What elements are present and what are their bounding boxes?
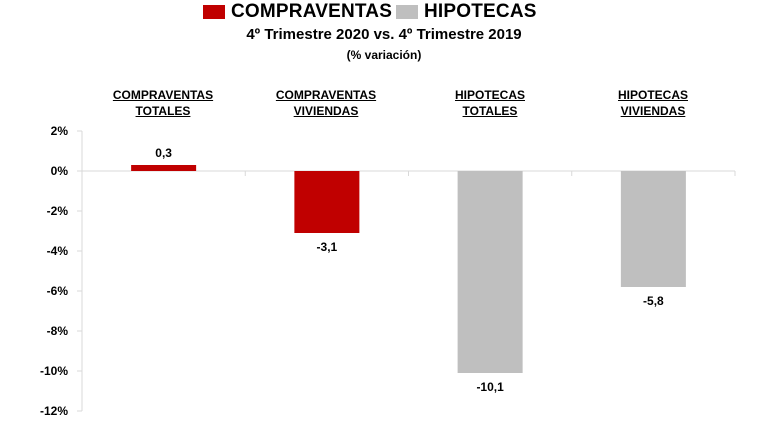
data-label: -5,8 [643, 294, 664, 308]
chart-title: 4º Trimestre 2020 vs. 4º Trimestre 2019 [246, 26, 522, 43]
category-header-line: COMPRAVENTAS [112, 88, 214, 102]
chart-subtitle: (% variación) [346, 48, 422, 62]
y-tick-label: -10% [40, 364, 68, 378]
category-header-line: VIVIENDAS [293, 104, 359, 118]
legend-swatch-compraventas [203, 5, 225, 19]
category-header-line: VIVIENDAS [620, 104, 686, 118]
data-label: -10,1 [476, 380, 504, 394]
bar [294, 171, 360, 233]
legend-label-hipotecas: HIPOTECAS [424, 1, 537, 22]
y-tick-label: 2% [51, 124, 69, 138]
legend-item-hipotecas: HIPOTECAS [396, 1, 537, 23]
legend-item-compraventas: COMPRAVENTAS [203, 1, 392, 23]
chart-legend: COMPRAVENTAS HIPOTECAS [0, 0, 768, 24]
y-tick-label: -2% [47, 204, 69, 218]
category-header-line: HIPOTECAS [454, 88, 525, 102]
category-header-hipotecas-totales: HIPOTECAS TOTALES [415, 87, 565, 119]
category-header-line: HIPOTECAS [617, 88, 688, 102]
category-header-compraventas-viviendas: COMPRAVENTAS VIVIENDAS [251, 87, 401, 119]
y-tick-label: -4% [47, 244, 69, 258]
bar [457, 171, 523, 373]
bar [620, 171, 686, 287]
y-tick-label: 0% [51, 164, 69, 178]
data-label: -3,1 [317, 240, 338, 254]
category-header-compraventas-totales: COMPRAVENTAS TOTALES [88, 87, 238, 119]
legend-label-compraventas: COMPRAVENTAS [231, 1, 393, 22]
category-header-line: COMPRAVENTAS [275, 88, 377, 102]
category-header-line: TOTALES [462, 104, 518, 118]
y-tick-label: -12% [40, 404, 68, 418]
data-label: 0,3 [155, 146, 172, 160]
y-tick-label: -6% [47, 284, 69, 298]
legend-swatch-hipotecas [396, 5, 418, 19]
bar [131, 165, 197, 171]
category-header-hipotecas-viviendas: HIPOTECAS VIVIENDAS [578, 87, 728, 119]
y-tick-label: -8% [47, 324, 69, 338]
category-header-line: TOTALES [135, 104, 191, 118]
